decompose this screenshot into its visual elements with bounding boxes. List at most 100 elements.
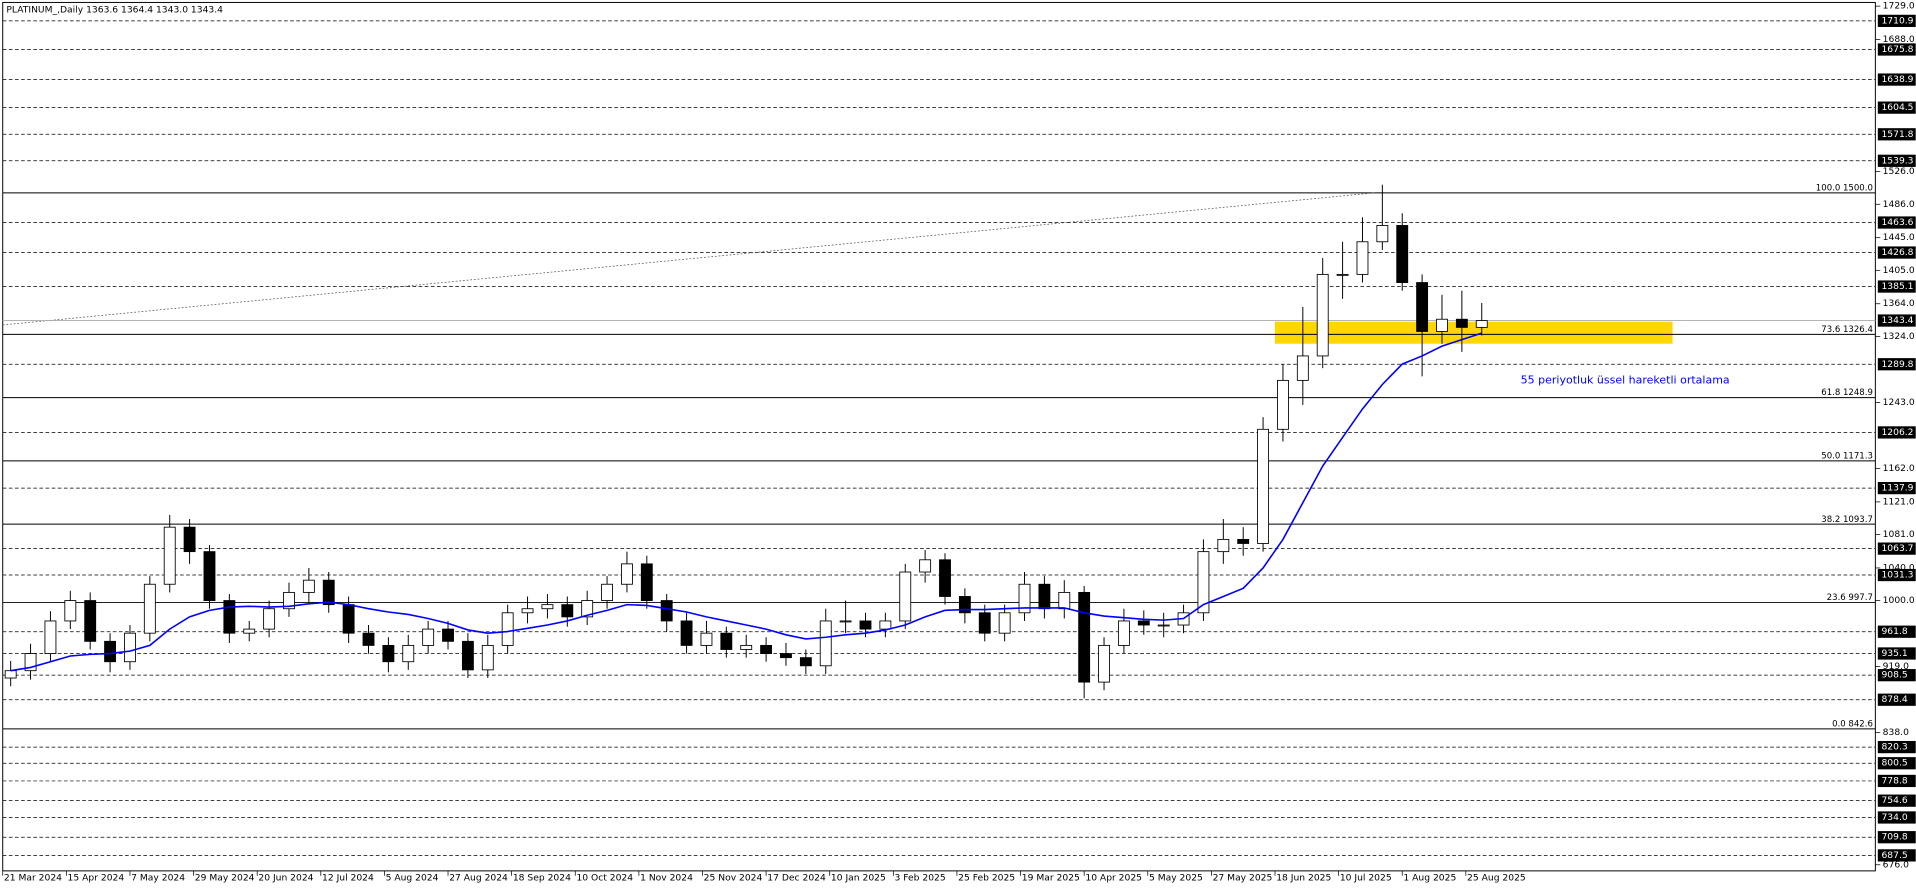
candle-body	[621, 563, 633, 585]
price-tag: 878.4	[1881, 694, 1907, 705]
candle-body	[1018, 583, 1031, 614]
price-tag: 820.3	[1881, 742, 1907, 753]
price-tag-bg	[1877, 831, 1916, 844]
candle-body	[720, 632, 733, 650]
y-tick-label: 1040.0	[1883, 562, 1915, 573]
candle-body	[978, 612, 991, 634]
candle-body	[4, 670, 17, 679]
x-tick-label: 5 Aug 2024	[386, 873, 439, 884]
x-tick-label: 20 Jun 2024	[258, 873, 313, 884]
candle-body	[998, 612, 1011, 634]
candle-body	[939, 559, 951, 597]
candle-body	[263, 608, 276, 630]
candle-body	[1455, 318, 1468, 328]
candle-body	[839, 620, 852, 623]
price-tag: 1463.6	[1881, 217, 1913, 228]
x-tick-label: 10 Apr 2025	[1085, 873, 1142, 884]
candle-body	[1336, 273, 1349, 276]
price-tag: 1289.8	[1881, 359, 1913, 370]
price-tag-bg	[1877, 625, 1916, 638]
price-tag: 709.8	[1881, 832, 1907, 843]
fibo-label: 73.6 1326.4	[1821, 325, 1873, 335]
x-tick-label: 18 Jun 2025	[1276, 873, 1331, 884]
candle-body	[203, 551, 216, 601]
price-tag: 908.5	[1881, 670, 1907, 681]
y-tick-label: 919.0	[1883, 661, 1909, 672]
price-tag-bg	[1877, 794, 1916, 807]
candle-body	[700, 632, 713, 646]
candle-body	[442, 628, 454, 642]
price-tag: 800.5	[1881, 758, 1907, 769]
fibo-label: 61.8 1248.9	[1821, 388, 1873, 398]
candle-body	[422, 628, 435, 646]
candle-body	[760, 644, 773, 654]
x-tick-label: 3 Feb 2025	[895, 873, 946, 884]
last-price-tag: 1343.4	[1881, 315, 1913, 326]
price-tag: 1137.9	[1881, 483, 1913, 494]
x-tick-label: 7 May 2024	[131, 873, 185, 884]
x-tick-label: 10 Jul 2025	[1340, 873, 1392, 884]
price-tag-bg	[1877, 849, 1916, 862]
y-tick-label: 838.0	[1883, 727, 1909, 738]
candle-body	[899, 571, 912, 622]
x-tick-label: 21 Mar 2024	[4, 873, 62, 884]
x-tick-label: 18 Sep 2024	[513, 873, 571, 884]
y-tick-label: 1121.0	[1883, 496, 1915, 507]
chart-title: PLATINUM_,Daily 1363.6 1364.4 1343.0 134…	[6, 4, 223, 15]
candle-body	[1316, 273, 1329, 357]
candle-body	[859, 620, 872, 630]
candle-body	[1137, 620, 1150, 626]
candle-body	[481, 644, 494, 671]
price-tag-bg	[1877, 757, 1916, 770]
price-tag-bg	[1877, 101, 1916, 114]
candle-body	[223, 600, 236, 634]
candle-body	[402, 644, 415, 663]
x-tick-label: 12 Jul 2024	[322, 873, 374, 884]
price-tag: 1063.7	[1881, 543, 1913, 554]
price-tag: 1031.3	[1881, 570, 1913, 581]
candle-body	[64, 600, 77, 622]
candle-body	[581, 600, 594, 618]
y-tick-label: 1162.0	[1883, 463, 1915, 474]
x-tick-label: 29 May 2024	[195, 873, 255, 884]
candle-body	[501, 612, 514, 646]
price-tag-bg	[1877, 426, 1916, 439]
candle-body	[780, 653, 792, 659]
candle-body	[1436, 318, 1448, 332]
candle-body	[680, 620, 693, 646]
candle-body	[1475, 320, 1488, 328]
support-zone	[1275, 321, 1673, 344]
x-tick-label: 19 Mar 2025	[1022, 873, 1080, 884]
candle-body	[799, 657, 812, 667]
candle-body	[362, 632, 375, 646]
candle-body	[124, 632, 136, 663]
fibo-label: 38.2 1093.7	[1821, 515, 1873, 525]
price-tag: 1675.8	[1881, 44, 1913, 55]
price-tag: 1539.3	[1881, 155, 1913, 166]
price-tag: 1604.5	[1881, 102, 1913, 113]
price-tag: 1638.9	[1881, 74, 1913, 85]
x-tick-label: 15 Apr 2024	[68, 873, 125, 884]
ema-annotation: 55 periyotluk üssel hareketli ortalama	[1521, 373, 1730, 386]
candle-body	[601, 583, 613, 601]
fibo-label: 50.0 1171.3	[1821, 451, 1873, 461]
price-tag: 935.1	[1881, 648, 1907, 659]
price-tag-bg	[1877, 647, 1916, 660]
candle-body	[243, 628, 256, 634]
candle-body	[1356, 241, 1369, 275]
price-tag-bg	[1877, 669, 1916, 682]
fibo-label: 100.0 1500.0	[1816, 183, 1873, 193]
candle-body	[1277, 379, 1289, 430]
candle-body	[1058, 591, 1071, 610]
x-tick-label: 27 Aug 2024	[449, 873, 508, 884]
candle-body	[660, 600, 673, 622]
price-tag: 1571.8	[1881, 129, 1913, 140]
candle-body	[561, 604, 574, 618]
price-tag: 754.6	[1881, 795, 1907, 806]
x-tick-label: 25 Aug 2025	[1467, 873, 1526, 884]
candle-body	[958, 596, 971, 614]
price-tag-bg	[1877, 358, 1916, 371]
candle-body	[1237, 538, 1250, 544]
